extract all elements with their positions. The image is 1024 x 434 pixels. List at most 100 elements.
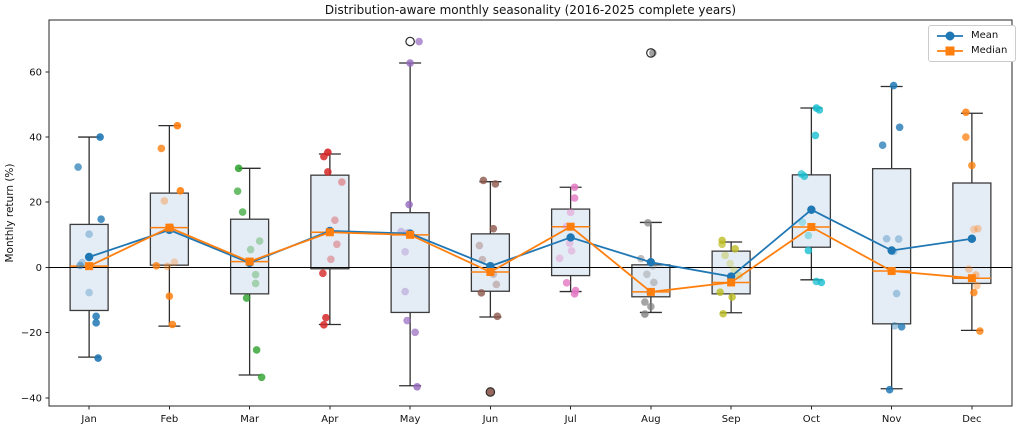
plot-frame <box>48 19 1013 407</box>
median-marker <box>245 257 254 266</box>
median-marker <box>646 287 655 296</box>
data-point <box>641 310 649 318</box>
data-point <box>85 288 93 297</box>
data-point <box>962 133 970 141</box>
scatter-Nov <box>878 81 906 394</box>
median-marker <box>967 274 976 283</box>
outlier-marker <box>646 48 656 58</box>
data-point <box>92 319 100 327</box>
boxplot-Mar <box>229 167 270 376</box>
data-point <box>897 322 906 331</box>
data-point <box>97 215 105 223</box>
x-tick-label: May <box>400 414 421 425</box>
data-point <box>721 251 729 260</box>
data-point <box>718 240 726 249</box>
box <box>871 168 912 325</box>
mean-marker <box>887 246 896 255</box>
data-point <box>176 187 185 195</box>
data-point <box>160 197 169 205</box>
scatter-Oct <box>797 104 826 287</box>
data-point <box>878 141 887 149</box>
scatter-Mar <box>233 164 266 382</box>
data-point <box>94 354 102 362</box>
data-point <box>804 246 813 255</box>
legend: Mean Median <box>928 25 1017 62</box>
data-point <box>413 382 421 391</box>
data-point <box>895 123 904 132</box>
data-point <box>970 225 978 234</box>
y-tick-label: −20 <box>21 328 42 339</box>
data-point <box>815 106 824 114</box>
data-point <box>566 208 575 217</box>
data-point <box>163 262 172 271</box>
boxplots <box>69 62 992 390</box>
median-marker <box>727 278 736 287</box>
data-point <box>493 312 502 321</box>
data-point <box>152 262 161 270</box>
data-point <box>647 302 655 311</box>
data-point <box>644 218 652 227</box>
data-point <box>570 194 579 202</box>
data-point <box>798 218 807 226</box>
x-tick-label: Feb <box>161 414 179 425</box>
scatter-Sep <box>716 236 743 318</box>
data-point <box>650 278 658 287</box>
boxplot-May <box>390 62 430 387</box>
data-point <box>562 278 571 287</box>
data-point <box>567 247 576 255</box>
scatter-Jan <box>74 133 105 362</box>
data-point <box>882 234 891 243</box>
data-point <box>489 224 498 233</box>
legend-label-median: Median <box>971 45 1008 56</box>
y-tick-label: 0 <box>36 263 42 274</box>
box <box>952 182 992 285</box>
x-tick-label: Mar <box>240 414 260 425</box>
mean-marker <box>967 234 977 243</box>
data-point <box>320 321 328 329</box>
data-point <box>479 176 488 185</box>
data-point <box>92 312 100 321</box>
data-point <box>76 261 84 270</box>
data-point <box>415 37 423 46</box>
data-point <box>338 178 346 186</box>
boxplot-Dec <box>952 112 992 332</box>
data-point <box>716 288 724 297</box>
data-point <box>170 258 179 267</box>
data-point <box>641 298 649 306</box>
data-point <box>233 187 242 195</box>
median-marker <box>486 268 495 277</box>
data-point <box>251 279 260 288</box>
box <box>550 208 591 277</box>
data-point <box>165 292 174 300</box>
x-tick-label: Nov <box>882 414 902 425</box>
data-point <box>403 316 411 325</box>
data-point <box>168 320 177 329</box>
data-point <box>322 313 330 322</box>
data-point <box>719 309 727 318</box>
legend-item-median: Median <box>936 45 1007 57</box>
data-point <box>973 281 981 290</box>
x-tick-label: Dec <box>962 414 981 425</box>
data-point <box>238 208 247 216</box>
data-point <box>324 168 332 176</box>
mean-line <box>88 208 973 278</box>
data-point <box>319 269 327 278</box>
x-tick-label: Oct <box>803 414 820 425</box>
data-point <box>976 327 984 335</box>
data-point <box>731 245 739 253</box>
data-point <box>970 288 978 297</box>
data-point <box>477 289 486 297</box>
x-tick-label: Aug <box>641 414 661 425</box>
data-point <box>320 152 328 161</box>
data-point <box>570 183 579 192</box>
data-point <box>251 270 260 279</box>
median-series <box>85 222 976 296</box>
median-legend-marker-icon <box>937 46 963 56</box>
data-point <box>962 108 970 117</box>
box <box>310 174 350 270</box>
axes-frame <box>48 19 1013 407</box>
data-point <box>327 255 335 264</box>
mean-legend-marker-icon <box>937 31 963 41</box>
data-point <box>85 230 93 238</box>
